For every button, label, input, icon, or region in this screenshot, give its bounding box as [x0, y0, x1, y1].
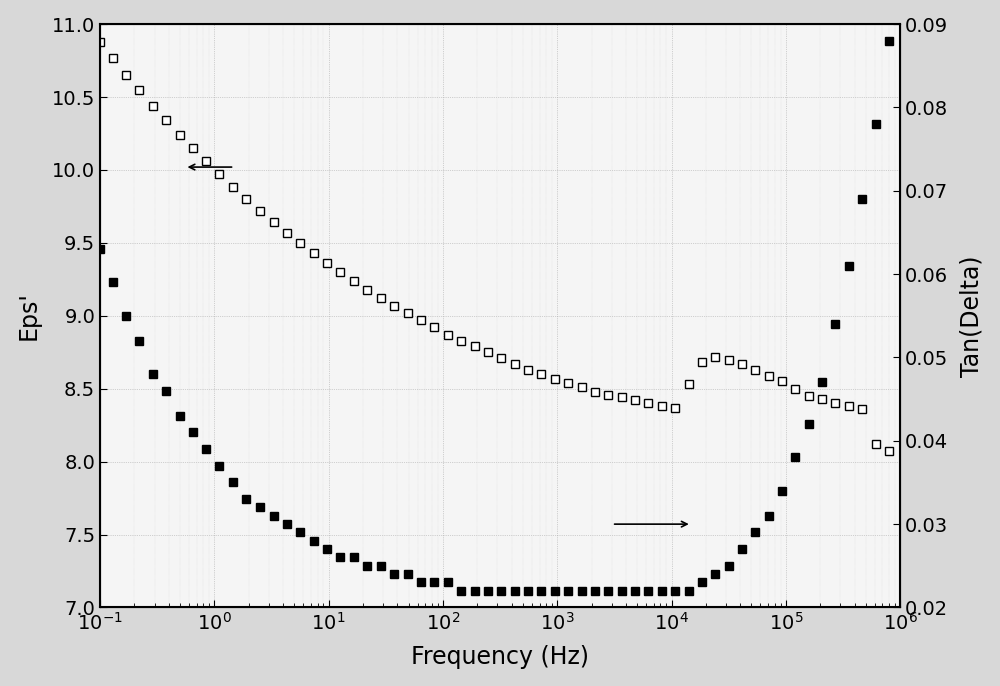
Y-axis label: Eps': Eps': [17, 292, 41, 340]
X-axis label: Frequency (Hz): Frequency (Hz): [411, 646, 589, 670]
Y-axis label: Tan(Delta): Tan(Delta): [959, 255, 983, 377]
